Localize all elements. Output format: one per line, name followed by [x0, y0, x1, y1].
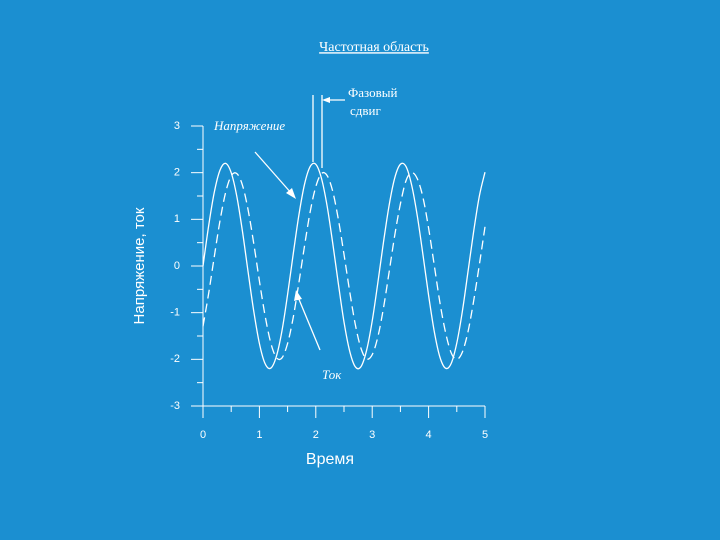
x-tick-label: 4 — [426, 429, 432, 441]
y-tick-label: 1 — [174, 213, 180, 225]
annotation: Напряжение — [213, 118, 285, 133]
y-tick-label: 2 — [174, 167, 180, 179]
y-tick-label: 3 — [174, 120, 180, 132]
x-tick-label: 1 — [256, 429, 262, 441]
x-tick-label: 3 — [369, 429, 375, 441]
series-line — [202, 162, 486, 370]
annotation: Фазовый — [348, 85, 397, 100]
chart-title: Частотная область — [319, 40, 429, 55]
series-line — [202, 171, 486, 361]
x-tick-label: 0 — [200, 429, 206, 441]
annotation: Ток — [322, 367, 342, 382]
y-tick-label: -2 — [170, 353, 180, 365]
x-axis-label: Время — [306, 451, 354, 468]
arrows — [254, 95, 345, 351]
annotation: сдвиг — [350, 103, 381, 118]
y-axis-label: Напряжение, ток — [131, 207, 148, 324]
y-tick-label: 0 — [174, 260, 180, 272]
y-tick-label: -3 — [170, 400, 180, 412]
x-tick-label: 5 — [482, 429, 488, 441]
x-tick-label: 2 — [313, 429, 319, 441]
y-tick-label: -1 — [170, 307, 180, 319]
